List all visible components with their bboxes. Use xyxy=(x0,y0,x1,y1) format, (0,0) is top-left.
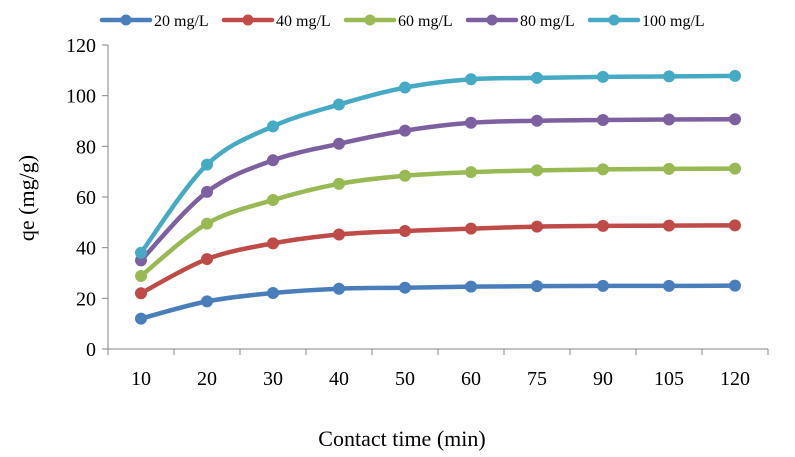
series-line xyxy=(138,116,738,263)
data-point xyxy=(333,177,345,190)
y-tick-label: 0 xyxy=(86,339,96,361)
data-point xyxy=(729,162,741,175)
legend-swatch-marker xyxy=(364,14,376,26)
x-tick-label: 105 xyxy=(654,368,684,390)
data-point xyxy=(201,185,213,198)
data-point xyxy=(531,164,543,177)
data-point xyxy=(399,224,411,237)
data-point xyxy=(333,282,345,295)
data-point xyxy=(267,194,279,207)
data-point xyxy=(399,281,411,294)
axes: 0 20 40 60 80 100 120 10 20 30 40 50 60 75 90 105 120 xyxy=(66,35,769,390)
series xyxy=(135,69,741,325)
x-tick-label: 75 xyxy=(527,368,547,390)
data-point xyxy=(729,279,741,292)
data-point xyxy=(333,98,345,111)
data-point xyxy=(267,154,279,167)
x-tick-label: 90 xyxy=(593,368,613,390)
data-point xyxy=(201,217,213,230)
series-100-mg-l xyxy=(135,69,741,259)
x-axis-title: Contact time (min) xyxy=(318,426,485,451)
data-point xyxy=(333,137,345,150)
x-tick-label: 120 xyxy=(720,368,750,390)
data-point xyxy=(531,71,543,84)
data-point xyxy=(135,312,147,325)
data-point xyxy=(465,73,477,86)
y-tick-label: 20 xyxy=(76,288,96,310)
y-tick-label: 80 xyxy=(76,136,96,158)
legend-item: 80 mg/L xyxy=(465,13,575,30)
data-point xyxy=(663,279,675,292)
data-point xyxy=(729,113,741,126)
data-point xyxy=(531,114,543,127)
series-line xyxy=(138,283,738,321)
legend-item: 60 mg/L xyxy=(343,13,453,30)
data-point xyxy=(135,246,147,259)
data-point xyxy=(729,219,741,232)
data-point xyxy=(663,70,675,83)
y-tick-label: 60 xyxy=(76,187,96,209)
data-point xyxy=(201,158,213,171)
legend-swatch-marker xyxy=(120,14,132,26)
legend-label: 100 mg/L xyxy=(642,13,705,30)
series-line xyxy=(138,73,738,255)
data-point xyxy=(135,270,147,283)
series-20-mg-l xyxy=(135,279,741,325)
data-point xyxy=(597,163,609,176)
data-point xyxy=(531,220,543,233)
legend-swatch-marker xyxy=(242,14,254,26)
data-point xyxy=(135,287,147,300)
legend: 20 mg/L 40 mg/L 60 mg/L 80 mg/L 100 mg/L xyxy=(99,13,705,30)
data-point xyxy=(465,116,477,129)
data-point xyxy=(399,124,411,137)
legend-swatch-marker xyxy=(486,14,498,26)
data-point xyxy=(729,69,741,82)
data-point xyxy=(597,70,609,83)
data-point xyxy=(597,219,609,232)
x-tick-label: 40 xyxy=(329,368,349,390)
data-point xyxy=(663,219,675,232)
data-point xyxy=(399,81,411,94)
y-tick-label: 100 xyxy=(66,86,96,108)
data-point xyxy=(465,280,477,293)
legend-label: 20 mg/L xyxy=(154,13,209,30)
data-point xyxy=(597,113,609,126)
x-tick-label: 10 xyxy=(131,368,151,390)
series-line xyxy=(138,166,738,279)
data-point xyxy=(663,162,675,175)
data-point xyxy=(201,253,213,266)
data-point xyxy=(531,280,543,293)
legend-label: 80 mg/L xyxy=(520,13,575,30)
legend-swatch-marker xyxy=(608,14,620,26)
series-60-mg-l xyxy=(135,162,741,283)
legend-item: 20 mg/L xyxy=(99,13,209,30)
series-80-mg-l xyxy=(135,113,741,267)
series-40-mg-l xyxy=(135,219,741,300)
data-point xyxy=(267,120,279,133)
data-point xyxy=(267,287,279,300)
x-tick-label: 30 xyxy=(263,368,283,390)
data-point xyxy=(201,295,213,308)
series-line xyxy=(138,223,738,296)
x-tick-label: 20 xyxy=(197,368,217,390)
legend-label: 60 mg/L xyxy=(398,13,453,30)
legend-item: 40 mg/L xyxy=(221,13,331,30)
data-point xyxy=(333,228,345,241)
x-tick-label: 50 xyxy=(395,368,415,390)
data-point xyxy=(465,166,477,179)
data-point xyxy=(663,113,675,126)
legend-item: 100 mg/L xyxy=(587,13,705,30)
data-point xyxy=(267,237,279,250)
data-point xyxy=(465,222,477,235)
data-point xyxy=(597,279,609,292)
legend-label: 40 mg/L xyxy=(276,13,331,30)
x-tick-label: 60 xyxy=(461,368,481,390)
y-tick-label: 120 xyxy=(66,35,96,57)
data-point xyxy=(399,169,411,182)
y-axis-title: qe (mg/g) xyxy=(14,155,39,241)
y-tick-label: 40 xyxy=(76,238,96,260)
